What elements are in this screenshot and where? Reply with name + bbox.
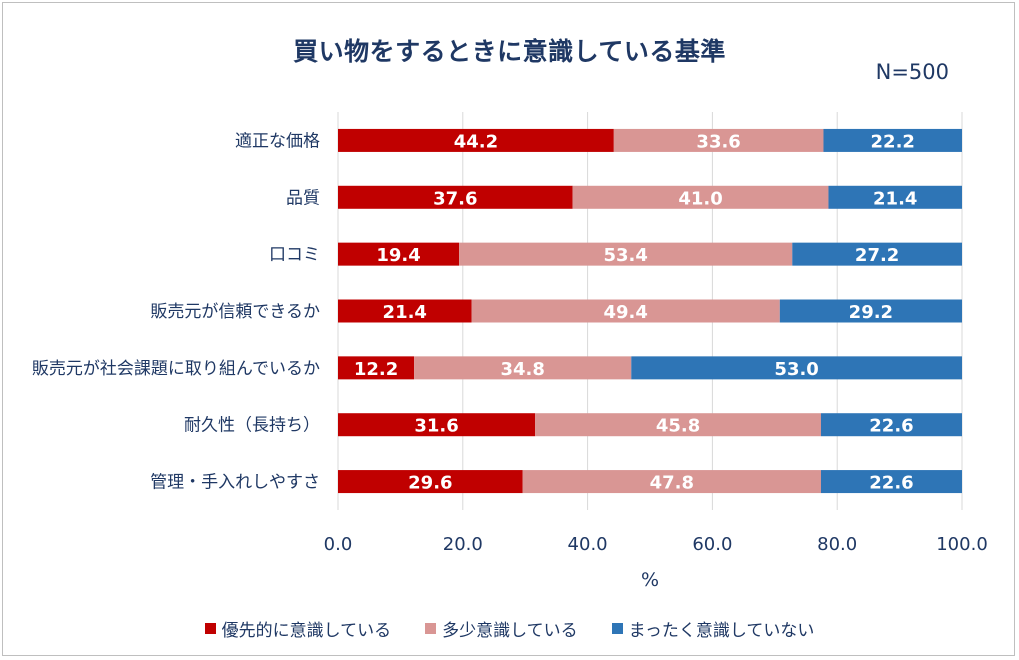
data-label-0-5: 31.6 (414, 416, 458, 437)
legend-swatch-1 (425, 623, 437, 634)
data-label-2-3: 29.2 (849, 302, 893, 323)
x-tick-label-4: 80.0 (817, 534, 857, 555)
data-label-1-6: 47.8 (650, 473, 694, 494)
data-label-0-4: 12.2 (354, 359, 398, 380)
bar-2-6 (820, 470, 962, 494)
legend-label-2: まったく意識していない (628, 621, 815, 641)
x-tick-label-3: 60.0 (692, 534, 732, 555)
data-label-2-2: 27.2 (855, 245, 899, 266)
data-label-1-4: 34.8 (500, 359, 544, 380)
bar-1-6 (522, 470, 821, 494)
legend-swatch-0 (204, 623, 216, 634)
bar-2-3 (779, 299, 962, 323)
data-label-0-3: 21.4 (383, 302, 427, 323)
data-label-1-0: 33.6 (696, 131, 740, 152)
data-label-2-5: 22.6 (869, 416, 913, 437)
bar-2-5 (820, 413, 962, 437)
bar-2-2 (792, 242, 962, 266)
legend-item-2: まったく意識していない (611, 616, 815, 641)
bar-2-4 (631, 356, 962, 380)
data-label-2-0: 22.2 (871, 131, 915, 152)
bar-0-1 (338, 185, 573, 209)
data-label-2-4: 53.0 (774, 359, 818, 380)
data-label-1-3: 49.4 (603, 302, 647, 323)
bar-1-0 (613, 128, 824, 152)
bar-0-4 (338, 356, 415, 380)
data-label-2-6: 22.6 (869, 473, 913, 494)
data-label-2-1: 21.4 (873, 188, 917, 209)
bar-0-5 (338, 413, 536, 437)
bar-0-6 (338, 470, 523, 494)
bar-1-4 (414, 356, 632, 380)
chart-title: 買い物をするときに意識している基準 (293, 37, 726, 66)
legend-swatch-2 (611, 623, 623, 634)
data-label-0-0: 44.2 (454, 131, 498, 152)
category-label-4: 販売元が社会課題に取り組んでいるか (32, 359, 320, 379)
category-label-6: 管理・手入れしやすさ (150, 473, 320, 493)
bar-1-3 (471, 299, 780, 323)
bar-0-0 (338, 128, 614, 152)
data-label-0-6: 29.6 (408, 473, 452, 494)
sample-size: N=500 (875, 60, 949, 84)
bar-0-3 (338, 299, 472, 323)
chart-legend: 優先的に意識している 多少意識している まったく意識していない (0, 616, 1019, 641)
category-label-1: 品質 (286, 188, 320, 208)
x-tick-label-5: 100.0 (936, 534, 988, 555)
bar-2-1 (828, 185, 962, 209)
bar-chart: 適正な価格 44.2 33.6 22.2 品質 37.6 41.0 21.4 口コミ 19.4 53… (32, 112, 988, 591)
legend-label-1: 多少意識している (442, 621, 578, 641)
x-tick-label-0: 0.0 (324, 534, 353, 555)
x-axis-label: % (641, 569, 659, 591)
data-label-0-1: 37.6 (433, 188, 477, 209)
category-label-0: 適正な価格 (235, 131, 320, 151)
data-label-1-1: 41.0 (678, 188, 722, 209)
legend-item-0: 優先的に意識している (204, 616, 392, 641)
data-label-1-5: 45.8 (656, 416, 700, 437)
legend-label-0: 優先的に意識している (221, 621, 392, 641)
data-label-0-2: 19.4 (376, 245, 420, 266)
category-label-2: 口コミ (269, 245, 320, 265)
category-label-5: 耐久性（長持ち） (184, 416, 320, 436)
x-tick-label-2: 40.0 (568, 534, 608, 555)
legend-item-1: 多少意識している (425, 616, 578, 641)
data-label-1-2: 53.4 (603, 245, 647, 266)
category-label-3: 販売元が信頼できるか (150, 302, 320, 322)
x-tick-label-1: 20.0 (443, 534, 483, 555)
bar-1-2 (459, 242, 793, 266)
bar-0-2 (338, 242, 460, 266)
bar-2-0 (823, 128, 962, 152)
bar-1-5 (535, 413, 821, 437)
bar-1-1 (572, 185, 829, 209)
